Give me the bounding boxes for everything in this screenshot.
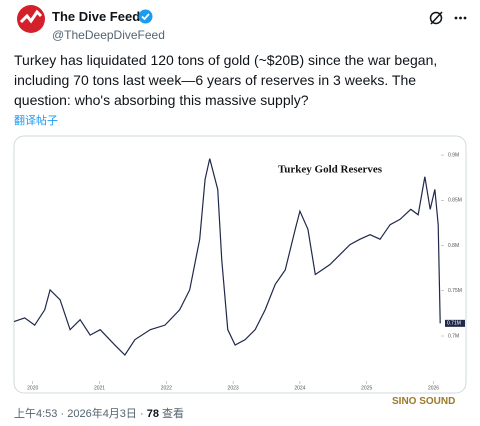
verified-badge	[138, 9, 153, 24]
avatar[interactable]	[16, 4, 46, 34]
series-line	[13, 158, 441, 356]
chart: Turkey Gold Reserves 0.7M 0.75M 0.8M 0.85M 0…	[13, 135, 467, 394]
top-icons[interactable]	[428, 10, 468, 26]
chart-title: Turkey Gold Reserves	[278, 164, 383, 176]
value-label: 0.71M	[447, 321, 461, 327]
x-tick-label: 2023	[228, 385, 239, 391]
translate-link[interactable]: 翻译帖子	[14, 115, 58, 127]
media-frame	[13, 135, 467, 394]
display-name[interactable]: The Dive Feed	[52, 9, 141, 24]
y-tick-label: 0.9M	[448, 152, 459, 158]
separator: ·	[140, 408, 144, 420]
view-count: 78	[146, 408, 159, 420]
y-tick-label: 0.75M	[448, 288, 462, 294]
x-tick-label: 2025	[361, 385, 372, 391]
post-text: question: who's absorbing this massive s…	[14, 92, 309, 108]
handle[interactable]: @TheDeepDiveFeed	[52, 28, 165, 42]
post-text: Turkey has liquidated 120 tons of gold (…	[14, 52, 438, 68]
y-tick-label: 0.85M	[448, 198, 462, 204]
x-tick-label: 2026	[428, 385, 439, 391]
time: 上午4:53	[14, 408, 58, 420]
x-tick-label: 2022	[161, 385, 172, 391]
x-tick-label: 2020	[27, 385, 38, 391]
post-text: including 70 tons last week—6 years of r…	[14, 72, 417, 88]
watermark: SINO SOUND	[392, 396, 456, 407]
views-label: 查看	[162, 408, 185, 420]
date: 2026年4月3日	[67, 408, 137, 420]
x-tick-label: 2021	[94, 385, 105, 391]
y-tick-label: 0.8M	[448, 243, 459, 249]
x-tick-label: 2024	[294, 385, 305, 391]
timestamp: 上午4:53 · 2026年4月3日 · 78 查看	[14, 405, 184, 421]
value-label-box	[445, 319, 465, 327]
y-tick-label: 0.7M	[448, 333, 459, 339]
separator: ·	[60, 408, 65, 420]
